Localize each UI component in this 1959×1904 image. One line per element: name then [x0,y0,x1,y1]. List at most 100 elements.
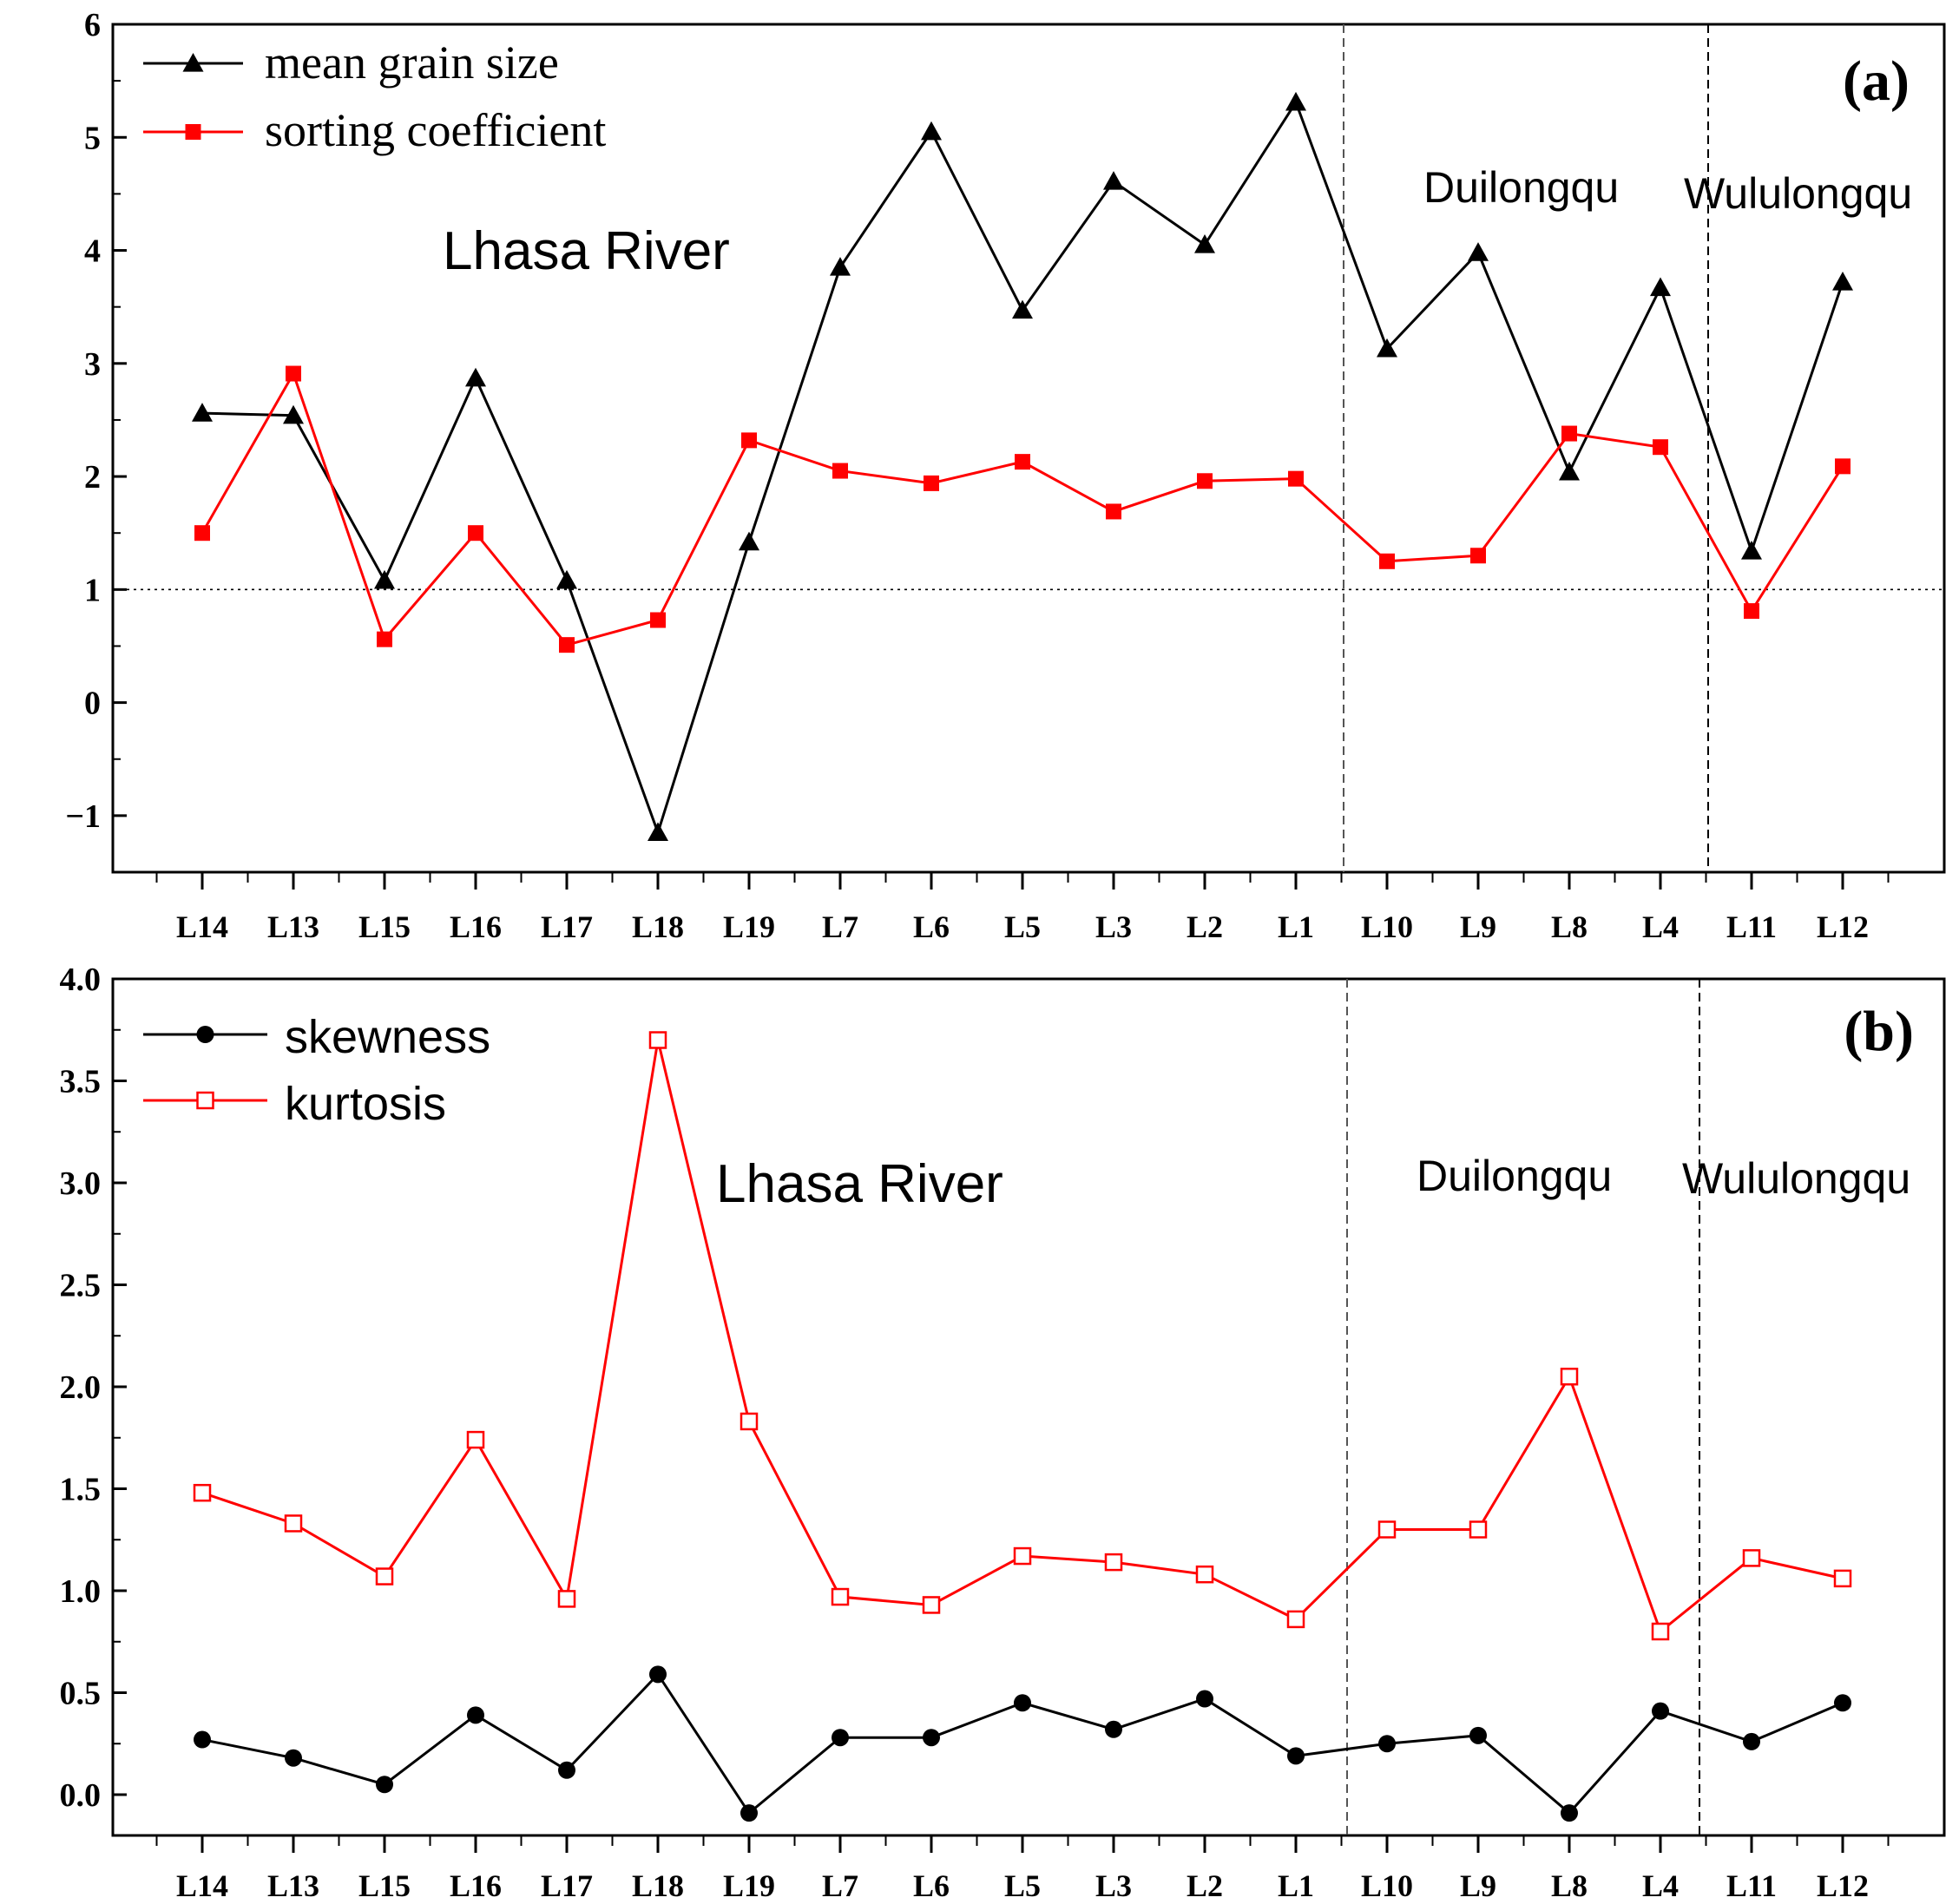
panel-a-x-tick-label: L18 [632,909,684,944]
panel-a-x-tick-label: L5 [1004,909,1041,944]
region-b-wululongqu: Wululongqu [1682,1154,1910,1203]
panel-b-series-2-point [1833,1569,1852,1588]
panel-b-x-tick-label: L13 [267,1868,319,1903]
panel-a-series-2-point [1197,473,1213,489]
panel-b-series-1-point [1561,1804,1578,1822]
panel-a-series-1-point [648,822,668,842]
panel-b-x-tick-label: L4 [1642,1868,1679,1903]
panel-b-y-tick-label: 1.0 [60,1573,102,1610]
panel-a-series-2-point [286,365,301,382]
panel-a-series-1-point [1285,91,1306,111]
legend-a-series-2-label: sorting coefficient [265,104,606,156]
panel-a-series-1-point [1103,171,1124,190]
panel-a-x-tick-label: L17 [541,909,593,944]
panel-b-x-tick-label: L12 [1817,1868,1869,1903]
panel-a-y-tick-label: 3 [84,346,101,383]
panel-b-series-2-line [201,1040,1844,1634]
panel-b-series-2-point [1560,1368,1579,1386]
panel-b-x-tick-label: L3 [1095,1868,1132,1903]
panel-b-y-tick-label: 0.0 [60,1777,102,1814]
panel-a-x-tick-label: L11 [1726,909,1777,944]
panel-a-y-tick-label: −1 [65,798,101,835]
panel-b-y-tick-label: 4.0 [60,962,102,998]
panel-b-series-1-point [376,1776,393,1794]
panel-b-series-1-point [1287,1747,1305,1765]
panel-b-x-tick-label: L8 [1551,1868,1588,1903]
panel-a-series-1-point [374,569,395,589]
panel-b-series-2-point [375,1567,394,1586]
panel-a-series-1-point [283,404,304,424]
panel-a-series-1-point [921,121,942,141]
panel-b-x-tick-label: L5 [1004,1868,1041,1903]
panel-b-x-tick-label: L7 [822,1868,858,1903]
panel-b-series-2-point [1377,1520,1397,1539]
panel-b-y-tick-label: 3.5 [60,1064,102,1100]
panel-a-series-1-point [739,531,759,551]
panel-b-series-2-point [1469,1520,1488,1539]
panel-a-series-2-point [377,631,392,647]
panel-a-y-tick-label: 1 [84,572,101,608]
panel-a-x-tick-label: L9 [1460,909,1496,944]
panel-a-series-1-point [830,257,851,276]
panel-b-series-2-point [1013,1546,1032,1566]
panel-b-legend-1-marker [196,1026,214,1043]
panel-b-x-tick-label: L11 [1726,1868,1777,1903]
panel-b-y-tick-label: 2.5 [60,1268,102,1304]
panel-b-series-1-point [558,1761,575,1779]
panel-a-series-1-point [1377,338,1397,358]
panel-a-x-tick-label: L12 [1817,909,1869,944]
panel-b-series-1-point [1834,1694,1851,1712]
panel-b-series-1-point [1743,1732,1760,1750]
panel-b-series-1-point [923,1729,940,1747]
panel-b-series-1-point [194,1730,211,1749]
panel-b-series-1-point [832,1729,849,1747]
panel-a-x-tick-label: L16 [450,909,502,944]
panel-a-x-tick-label: L6 [913,909,950,944]
panel-b-series-2-point [1286,1610,1305,1629]
panel-b-y-tick-label: 0.5 [60,1676,102,1712]
region-b-lhasa-river: Lhasa River [716,1154,1003,1214]
region-a-lhasa-river: Lhasa River [443,221,730,281]
panel-a-series-2-point [1653,439,1668,456]
panel-a-series-1-point [1559,461,1580,481]
panel-a-series-2-point [1470,548,1486,564]
panel-b-series-2-point [648,1031,667,1049]
panel-b-series-1-point [1196,1690,1213,1708]
panel-a-x-tick-label: L8 [1551,909,1588,944]
panel-a-series-2-point [1744,603,1759,620]
panel-a-x-tick-label: L7 [822,909,858,944]
panel-b-series-1-point [1378,1735,1396,1753]
legend-b-series-1-label: skewness [285,1011,490,1063]
panel-b-tag: (b) [1844,1000,1914,1063]
panel-a-series-1-point [192,403,213,422]
panel-a-series-2-point [1379,553,1395,569]
panel-a-y-tick-label: 5 [84,120,101,156]
panel-a-x-tick-label: L19 [723,909,775,944]
panel-b-series-1-point [467,1706,484,1724]
region-b-duilongqu: Duilongqu [1417,1152,1612,1200]
panel-a-series-1-point [465,367,486,387]
panel-a-series-2-point [741,432,757,449]
panel-b-plot-frame [111,977,1946,1837]
panel-b-y-tick-label: 2.0 [60,1369,102,1406]
panel-a-x-tick-label: L3 [1095,909,1132,944]
panel-a-series-2-point [1835,458,1851,475]
panel-a-y-tick-label: 0 [84,686,101,722]
panel-a-y-tick-label: 4 [84,233,101,270]
panel-b-x-tick-label: L15 [358,1868,411,1903]
panel-a-series-1-point [1012,299,1033,319]
panel-b-x-tick-label: L9 [1460,1868,1496,1903]
panel-a-legend-1-marker [182,53,204,72]
panel-a-series-1-point [1741,541,1762,560]
panel-b-x-tick-label: L6 [913,1868,950,1903]
legend-a-series-1-label: mean grain size [265,36,559,89]
panel-a-series-2-point [1106,503,1121,520]
panel-b-series-2-point [284,1514,303,1533]
panel-a-series-2-point [468,525,483,542]
panel-a-series-2-point [832,463,848,479]
panel-a-x-tick-label: L13 [267,909,319,944]
panel-b-series-2-point [466,1430,485,1449]
panel-a-y-tick-label: 6 [84,7,101,43]
panel-b-series-1-point [285,1749,302,1767]
panel-a-series-2-point [194,525,210,542]
